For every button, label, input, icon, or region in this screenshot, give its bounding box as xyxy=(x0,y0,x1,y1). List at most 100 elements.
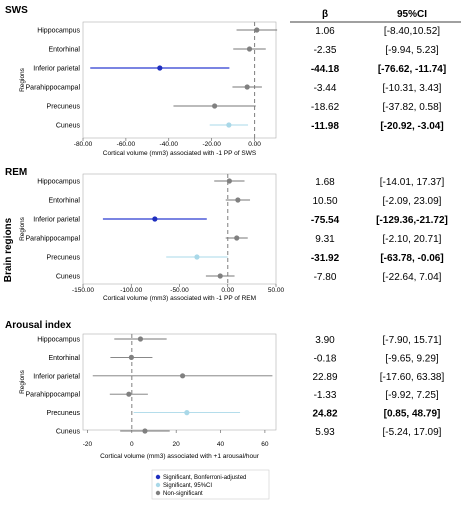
x-tick-label: -20 xyxy=(83,441,93,448)
category-label: Precuneus xyxy=(47,410,81,417)
x-axis-label: Cortical volume (mm3) associated with +1… xyxy=(100,453,260,460)
estimate-point xyxy=(246,46,253,52)
chart-panel-0: SWS -80.00 -60.00 -40.00 -20.00 0.00 Cortical … xyxy=(5,5,446,157)
category-label: Hippocampus xyxy=(37,337,80,344)
estimate-point xyxy=(234,235,240,241)
ci-value: [-8.40,10.52] xyxy=(384,26,440,37)
beta-value: -11.98 xyxy=(311,121,339,132)
legend-marker xyxy=(155,482,161,488)
side-label: Brain regions xyxy=(3,217,14,282)
beta-value: 10.50 xyxy=(312,196,337,207)
estimate-point xyxy=(226,178,232,184)
ci-value: [-9.65, 9.29] xyxy=(385,353,439,364)
estimate-point xyxy=(152,216,158,222)
ci-value: [-20.92, -3.04] xyxy=(380,121,443,132)
beta-value: -3.44 xyxy=(314,83,337,94)
table-header-ci: 95%CI xyxy=(397,9,427,20)
beta-value: 5.93 xyxy=(315,427,335,438)
plot-frame xyxy=(82,21,277,139)
legend-label: Non-significant xyxy=(163,491,203,497)
ci-value: [-9.94, 5.23] xyxy=(385,45,439,56)
beta-value: -7.80 xyxy=(314,272,337,283)
ci-value: [-17.60, 63.38] xyxy=(380,372,445,383)
beta-value: -31.92 xyxy=(311,253,340,264)
x-tick-label: 40 xyxy=(217,441,225,448)
beta-value: -0.18 xyxy=(314,353,337,364)
ci-value: [-37.82, 0.58] xyxy=(383,102,442,113)
beta-value: 1.68 xyxy=(315,177,335,188)
category-label: Parahippocampal xyxy=(26,85,81,92)
x-tick-label: 0.00 xyxy=(248,141,261,148)
ci-value: [-5.24, 17.09] xyxy=(383,427,442,438)
estimate-point xyxy=(194,254,200,260)
estimate-point xyxy=(142,428,148,434)
category-label: Precuneus xyxy=(47,104,81,111)
category-label: Parahippocampal xyxy=(26,236,81,243)
ci-value: [-22.64, 7.04] xyxy=(383,272,442,283)
estimate-point xyxy=(179,373,186,379)
legend-label: Significant, 95%CI xyxy=(163,483,212,489)
x-tick-label: 60 xyxy=(261,441,269,448)
estimate-point xyxy=(184,410,190,416)
estimate-point xyxy=(128,354,135,360)
ci-value: [-14.01, 17.37] xyxy=(380,177,445,188)
ci-value: [-7.90, 15.71] xyxy=(383,335,442,346)
category-label: Hippocampus xyxy=(37,179,80,186)
x-tick-label: -150.00 xyxy=(72,287,94,294)
plot-frame xyxy=(82,333,277,431)
x-tick-label: 0 xyxy=(130,441,134,448)
legend-frame xyxy=(151,469,270,500)
beta-value: 22.89 xyxy=(312,372,337,383)
legend-label: Significant, Bonferroni-adjusted xyxy=(163,475,246,481)
category-label: Precuneus xyxy=(47,255,81,262)
category-label: Entorhinal xyxy=(48,47,80,54)
ci-value: [-76.62, -11.74] xyxy=(378,64,446,75)
beta-value: -75.54 xyxy=(311,215,340,226)
x-tick-label: -100.00 xyxy=(120,287,142,294)
x-tick-label: -80.00 xyxy=(74,141,93,148)
category-label: Parahippocampal xyxy=(26,392,81,399)
beta-value: -44.18 xyxy=(311,64,340,75)
y-axis-label: Regions xyxy=(19,369,26,394)
ci-value: [-129.36,-21.72] xyxy=(376,215,448,226)
panel-title: REM xyxy=(5,167,27,178)
estimate-point xyxy=(212,103,218,109)
beta-value: 9.31 xyxy=(315,234,335,245)
legend-marker xyxy=(155,490,161,496)
panel-title: SWS xyxy=(5,5,28,16)
category-label: Inferior parietal xyxy=(33,66,80,73)
plot-frame xyxy=(82,173,277,285)
legend-marker xyxy=(155,474,161,480)
table-header-beta: β xyxy=(322,9,328,20)
legend: Significant, Bonferroni-adjusted Signific… xyxy=(151,469,270,500)
category-label: Entorhinal xyxy=(48,198,80,205)
category-label: Cuneus xyxy=(56,123,81,130)
panel-title: Arousal index xyxy=(5,320,72,331)
category-label: Entorhinal xyxy=(48,355,80,362)
estimate-point xyxy=(126,391,132,397)
y-axis-label: Regions xyxy=(19,216,26,241)
ci-value: [0.85, 48.79] xyxy=(384,409,441,420)
x-axis-label: Cortical volume (mm3) associated with -1… xyxy=(103,295,256,302)
category-label: Cuneus xyxy=(56,274,81,281)
x-axis-label: Cortical volume (mm3) associated with -1… xyxy=(103,150,257,157)
estimate-point xyxy=(157,65,163,71)
beta-value: -18.62 xyxy=(311,102,340,113)
estimate-point xyxy=(254,27,260,33)
x-tick-label: -50.00 xyxy=(170,287,189,294)
y-axis-label: Regions xyxy=(19,67,26,92)
x-tick-label: -20.00 xyxy=(202,141,221,148)
x-tick-label: 20 xyxy=(173,441,181,448)
estimate-point xyxy=(137,336,144,342)
beta-value: 24.82 xyxy=(312,409,337,420)
estimate-point xyxy=(235,197,241,203)
estimate-point xyxy=(244,84,250,90)
ci-value: [-9.92, 7.25] xyxy=(385,390,439,401)
estimate-point xyxy=(217,273,223,279)
estimate-point xyxy=(226,122,232,128)
category-label: Cuneus xyxy=(56,429,81,436)
category-label: Inferior parietal xyxy=(33,217,80,224)
ci-value: [-63.78, -0.06] xyxy=(380,253,443,264)
